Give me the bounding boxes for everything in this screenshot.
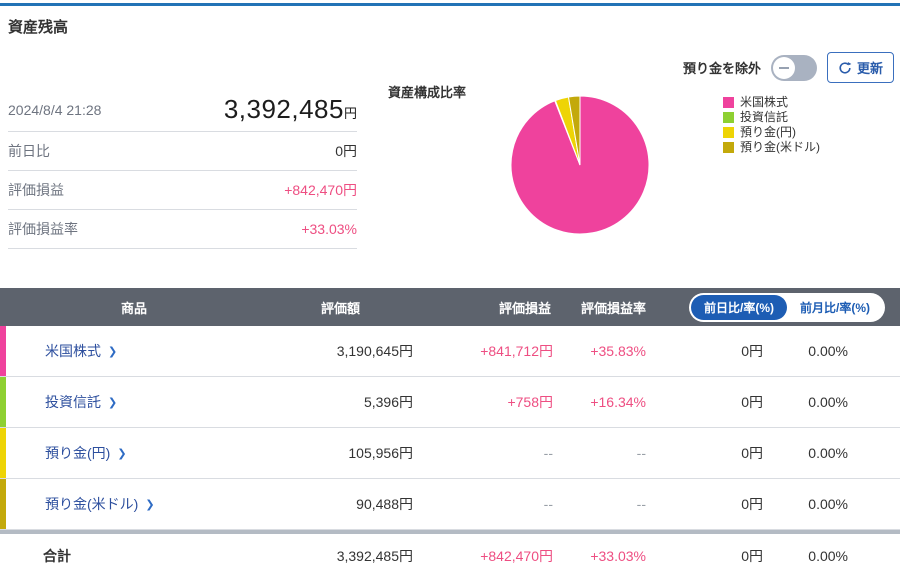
chevron-right-icon: ❯ [145, 498, 155, 511]
cell-value: 3,190,645円 [336, 343, 413, 359]
summary-panel: 2024/8/4 21:28 3,392,485円 前日比 0円 評価損益 +8… [8, 88, 357, 249]
chevron-right-icon: ❯ [108, 345, 118, 358]
row-color-bar [0, 479, 6, 529]
summary-total-row: 2024/8/4 21:28 3,392,485円 [8, 88, 357, 132]
table-row: 投資信託 ❯ 5,396円 +758円 +16.34% 0円 0.00% [0, 377, 900, 428]
chevron-right-icon: ❯ [117, 447, 127, 460]
top-controls: 預り金を除外 更新 [683, 52, 894, 83]
pie-slice [510, 95, 650, 235]
period-toggle-day[interactable]: 前日比/率(%) [691, 295, 787, 320]
cell-value: 5,396円 [363, 394, 413, 410]
legend-item: 預り金(米ドル) [723, 140, 820, 154]
header-pl-rate: 評価損益率 [580, 300, 646, 316]
cell-day-rate: 0.00% [808, 445, 848, 461]
cell-day-change: 0円 [741, 496, 763, 512]
cell-day-change: 0円 [741, 445, 763, 461]
pie-chart-legend: 米国株式 投資信託 預り金(円) 預り金(米ドル) [723, 95, 820, 154]
product-link[interactable]: 米国株式 ❯ [45, 341, 117, 361]
product-link[interactable]: 投資信託 ❯ [45, 392, 117, 412]
legend-swatch-icon [723, 96, 734, 108]
cell-value: 105,956円 [348, 445, 413, 461]
product-name: 米国株式 [45, 343, 101, 359]
exclude-deposits-label: 預り金を除外 [682, 61, 761, 76]
refresh-icon [838, 61, 852, 75]
cell-day-rate: 0.00% [808, 394, 848, 410]
cell-value: 90,488円 [356, 496, 413, 512]
legend-item: 米国株式 [723, 95, 820, 109]
cell-pl: +841,712円 [480, 343, 553, 359]
period-toggle-month[interactable]: 前月比/率(%) [787, 295, 883, 320]
product-name: 預り金(米ドル) [45, 496, 139, 512]
legend-label: 投資信託 [740, 110, 789, 124]
cell-day-rate: 0.00% [808, 343, 848, 359]
exclude-deposits-toggle[interactable] [770, 54, 817, 81]
as-of-timestamp: 2024/8/4 21:28 [8, 101, 102, 118]
product-link[interactable]: 預り金(米ドル) ❯ [45, 494, 155, 514]
asset-composition-pie-chart [508, 93, 652, 237]
product-name: 預り金(円) [45, 445, 111, 461]
summary-pl-row: 評価損益 +842,470円 [8, 171, 357, 210]
table-row: 預り金(円) ❯ 105,956円 -- -- 0円 0.00% [0, 428, 900, 479]
cell-pl: +758円 [507, 394, 553, 410]
cell-pl-rate: -- [636, 496, 646, 512]
header-product: 商品 [120, 300, 147, 316]
refresh-button[interactable]: 更新 [826, 52, 894, 83]
legend-item: 預り金(円) [723, 125, 820, 139]
table-row: 預り金(米ドル) ❯ 90,488円 -- -- 0円 0.00% [0, 479, 900, 530]
total-asset-value: 3,392,485円 [223, 94, 357, 124]
legend-swatch-icon [723, 141, 734, 153]
total-divider [0, 530, 900, 534]
cell-pl: -- [543, 445, 553, 461]
top-accent-line [0, 3, 900, 6]
header-pl: 評価損益 [498, 300, 551, 316]
header-value: 評価額 [320, 300, 360, 316]
legend-item: 投資信託 [723, 110, 820, 124]
cell-day-change: 0円 [741, 343, 763, 359]
row-color-bar [0, 326, 6, 376]
cell-day-change: 0円 [741, 394, 763, 410]
row-color-bar [0, 377, 6, 427]
cell-pl: -- [543, 496, 553, 512]
legend-label: 預り金(米ドル) [740, 140, 820, 154]
legend-swatch-icon [723, 111, 734, 123]
refresh-label: 更新 [856, 61, 883, 76]
pie-chart-title: 資産構成比率 [388, 85, 467, 100]
total-row: 合計 3,392,485円 +842,470円 +33.03% 0円 0.00% [0, 534, 900, 576]
chevron-right-icon: ❯ [108, 396, 118, 409]
table-header-row: 商品 評価額 評価損益 評価損益率 前日比/率(%) 前月比/率(%) [0, 288, 900, 326]
cell-day-rate: 0.00% [808, 496, 848, 512]
legend-label: 預り金(円) [740, 125, 796, 139]
period-toggle: 前日比/率(%) 前月比/率(%) [689, 293, 885, 322]
summary-pl-rate-row: 評価損益率 +33.03% [8, 210, 357, 249]
cell-pl-rate: +16.34% [590, 394, 646, 410]
page-title: 資産残高 [8, 19, 69, 36]
cell-pl-rate: -- [636, 445, 646, 461]
toggle-knob-icon [772, 56, 795, 79]
product-name: 投資信託 [45, 394, 101, 410]
legend-swatch-icon [723, 126, 734, 138]
summary-day-change-row: 前日比 0円 [8, 132, 357, 171]
pie-slice [567, 95, 581, 166]
total-label: 合計 [43, 548, 71, 564]
asset-table: 商品 評価額 評価損益 評価損益率 前日比/率(%) 前月比/率(%) 米国株式… [0, 288, 900, 576]
row-color-bar [0, 428, 6, 478]
table-row: 米国株式 ❯ 3,190,645円 +841,712円 +35.83% 0円 0.00% [0, 326, 900, 377]
legend-label: 米国株式 [740, 95, 789, 109]
cell-pl-rate: +35.83% [590, 343, 646, 359]
product-link[interactable]: 預り金(円) ❯ [45, 443, 127, 463]
